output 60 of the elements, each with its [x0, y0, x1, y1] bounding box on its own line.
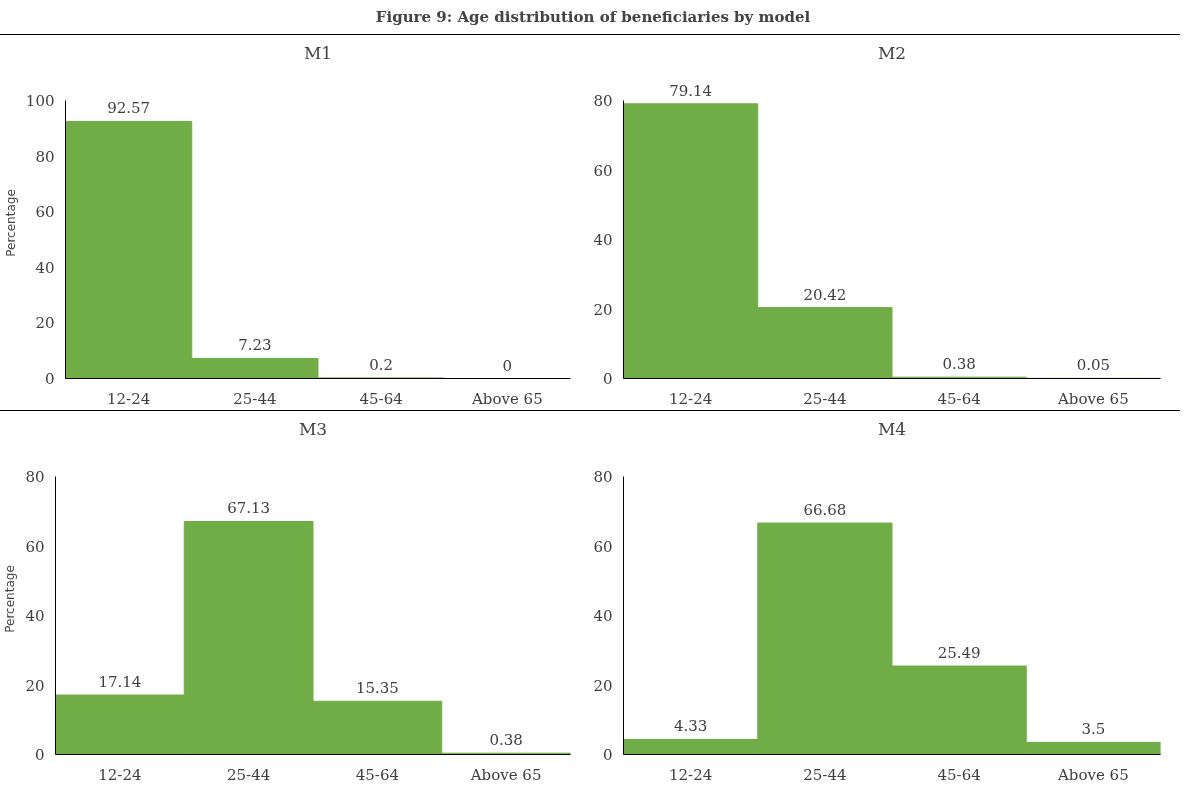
- x-tick-label: 12-24: [669, 765, 713, 784]
- x-tick-label: 25-44: [803, 389, 847, 408]
- y-tick-label: 40: [25, 607, 45, 626]
- y-tick-label: 60: [25, 537, 45, 556]
- y-tick-label: 80: [593, 92, 613, 111]
- x-tick-label: 12-24: [669, 389, 713, 408]
- y-tick-label: 0: [44, 370, 55, 388]
- x-tick-label: Above 65: [471, 389, 543, 408]
- data-label: 79.14: [669, 81, 713, 100]
- data-label: 25.49: [937, 644, 981, 663]
- data-label: 20.42: [803, 285, 847, 304]
- x-tick-label: 45-64: [355, 765, 399, 784]
- chart-title: M2: [877, 42, 907, 63]
- data-label: 15.35: [355, 679, 399, 698]
- data-label: 92.57: [107, 99, 151, 118]
- y-tick-label: 60: [35, 203, 55, 222]
- y-tick-label: 60: [593, 161, 613, 180]
- chart-title: M1: [303, 42, 333, 63]
- x-tick-label: 45-64: [937, 765, 981, 784]
- text: Figure 9: Age distribution of beneficiaries by model: [375, 7, 811, 26]
- x-tick-label: 45-64: [937, 389, 981, 408]
- y-tick-label: 60: [593, 537, 613, 556]
- data-label: 67.13: [227, 499, 271, 518]
- y-axis-title: Percentage: [3, 189, 18, 257]
- chart-title: M3: [298, 418, 328, 439]
- x-tick-label: Above 65: [1057, 765, 1129, 784]
- y-tick-label: 40: [593, 607, 613, 626]
- x-tick-label: 12-24: [107, 389, 151, 408]
- y-tick-label: 20: [25, 676, 45, 695]
- y-tick-label: 20: [35, 314, 55, 333]
- x-tick-label: Above 65: [469, 765, 542, 784]
- x-tick-label: 45-64: [359, 389, 403, 408]
- y-tick-label: 80: [35, 147, 55, 166]
- data-label: 0.05: [1076, 356, 1111, 375]
- data-label: 4.33: [673, 717, 708, 736]
- y-tick-label: 0: [602, 370, 613, 388]
- x-tick-label: 12-24: [98, 765, 142, 784]
- y-axis-title: Percentage: [3, 565, 18, 633]
- y-tick-label: 20: [593, 676, 613, 695]
- y-tick-label: 100: [25, 92, 55, 111]
- x-tick-label: 25-44: [803, 765, 847, 784]
- y-tick-label: 20: [593, 300, 613, 319]
- x-tick-label: Above 65: [1057, 389, 1129, 408]
- data-label: 3.5: [1081, 720, 1106, 739]
- x-tick-label: 25-44: [233, 389, 277, 408]
- y-tick-label: 80: [593, 468, 613, 487]
- data-label: 0.38: [489, 731, 523, 750]
- y-tick-label: 40: [35, 258, 55, 277]
- y-tick-label: 40: [593, 231, 613, 250]
- y-tick-label: 0: [34, 746, 45, 764]
- y-tick-label: 0: [602, 746, 613, 764]
- data-label: 0.2: [369, 355, 394, 374]
- data-label: 0: [502, 356, 513, 375]
- y-tick-label: 80: [25, 468, 45, 487]
- data-label: 66.68: [803, 501, 847, 520]
- data-label: 17.14: [98, 673, 142, 692]
- chart-title: M4: [877, 418, 907, 439]
- x-tick-label: 25-44: [227, 765, 271, 784]
- data-label: 7.23: [238, 336, 272, 355]
- data-label: 0.38: [942, 355, 976, 374]
